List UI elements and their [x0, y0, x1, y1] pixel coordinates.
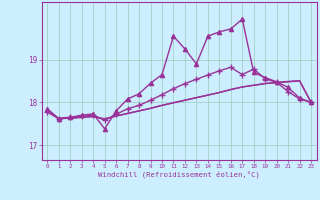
X-axis label: Windchill (Refroidissement éolien,°C): Windchill (Refroidissement éolien,°C) — [98, 171, 260, 178]
